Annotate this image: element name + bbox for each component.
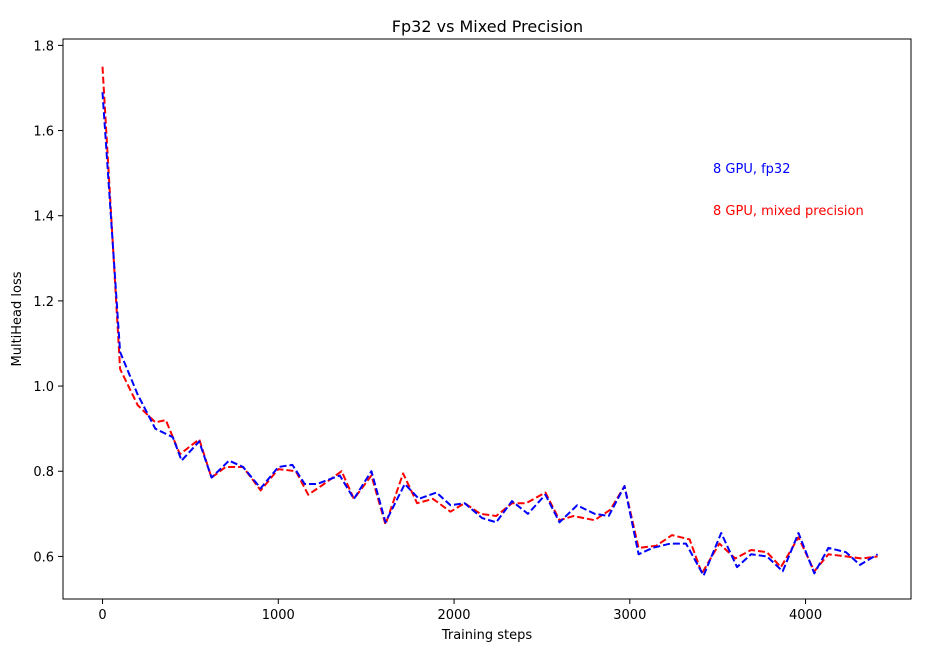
legend: 8 GPU, fp32 8 GPU, mixed precision <box>713 162 864 219</box>
y-tick-label: 1.6 <box>33 125 54 140</box>
x-axis-label: Training steps <box>441 628 533 643</box>
x-axis: 0 1000 2000 3000 4000 <box>98 599 822 623</box>
y-tick-label: 1.2 <box>33 295 54 310</box>
series-line-8-gpu-fp32 <box>101 92 879 577</box>
y-tick-label: 1.0 <box>33 380 54 395</box>
legend-entry: 8 GPU, mixed precision <box>713 204 864 219</box>
x-tick-label: 2000 <box>437 608 470 623</box>
plot-frame <box>62 38 912 600</box>
y-tick-label: 1.4 <box>33 210 54 225</box>
y-axis-label: MultiHead loss <box>10 271 25 366</box>
y-tick-label: 1.8 <box>33 39 54 54</box>
series-line-8-gpu-mixed-precision <box>101 66 878 575</box>
x-tick-label: 4000 <box>789 608 822 623</box>
plot-series-group <box>101 66 879 577</box>
x-tick-label: 1000 <box>262 608 295 623</box>
y-tick-label: 0.8 <box>33 465 54 480</box>
x-tick-label: 3000 <box>613 608 646 623</box>
chart-title: Fp32 vs Mixed Precision <box>392 17 583 36</box>
x-tick-label: 0 <box>98 608 106 623</box>
y-tick-label: 0.6 <box>33 550 54 565</box>
y-axis: 0.6 0.8 1.0 1.2 1.4 1.6 1.8 <box>33 39 63 565</box>
legend-entry: 8 GPU, fp32 <box>713 162 790 177</box>
